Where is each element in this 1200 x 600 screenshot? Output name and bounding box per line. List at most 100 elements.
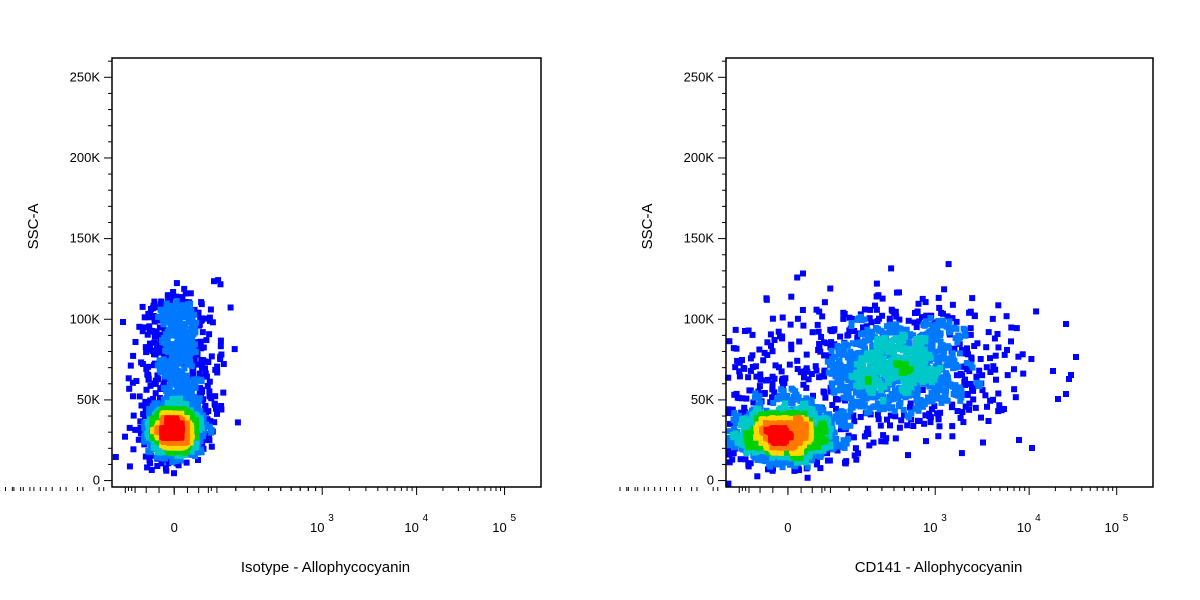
event-dot bbox=[202, 402, 209, 409]
event-dot bbox=[173, 406, 180, 413]
event-dot bbox=[143, 365, 150, 372]
event-dot bbox=[957, 414, 964, 421]
event-dot bbox=[874, 318, 881, 325]
event-dot bbox=[157, 349, 164, 356]
event-dot bbox=[188, 318, 195, 325]
event-dot bbox=[865, 382, 872, 389]
event-dot bbox=[172, 402, 179, 409]
event-dot bbox=[766, 461, 773, 468]
event-dot bbox=[848, 323, 855, 329]
event-dot bbox=[196, 395, 203, 402]
event-dot bbox=[792, 392, 799, 399]
event-dot bbox=[797, 449, 804, 456]
event-dot bbox=[845, 432, 852, 439]
event-dot bbox=[776, 439, 783, 445]
event-dot bbox=[891, 343, 898, 350]
event-dot bbox=[135, 436, 142, 443]
event-dot bbox=[824, 358, 831, 365]
event-dot bbox=[170, 289, 177, 295]
x-tick-label: 10 bbox=[1017, 520, 1031, 535]
event-dot bbox=[168, 292, 175, 299]
event-dot bbox=[877, 348, 883, 355]
event-dot bbox=[138, 402, 145, 409]
event-dot bbox=[931, 385, 938, 392]
event-dot bbox=[173, 310, 180, 317]
event-dot bbox=[201, 358, 208, 365]
event-dot bbox=[862, 356, 869, 363]
event-dot bbox=[171, 470, 177, 477]
event-dot bbox=[168, 363, 175, 370]
event-dot bbox=[826, 411, 833, 418]
event-dot bbox=[921, 420, 928, 427]
event-dot bbox=[150, 432, 157, 438]
event-dot bbox=[156, 410, 163, 417]
event-dot bbox=[851, 418, 858, 425]
event-dot bbox=[845, 377, 852, 383]
event-dot bbox=[738, 439, 745, 446]
event-dot bbox=[805, 376, 812, 383]
event-dot bbox=[794, 357, 801, 364]
event-dot bbox=[176, 403, 183, 409]
event-dot bbox=[144, 331, 151, 338]
event-dot bbox=[182, 377, 189, 384]
event-dot bbox=[891, 408, 898, 415]
event-dot bbox=[812, 439, 819, 446]
event-dot bbox=[872, 302, 878, 309]
event-dot bbox=[901, 362, 907, 369]
event-dot bbox=[769, 348, 776, 355]
event-dot bbox=[800, 270, 806, 277]
event-dot bbox=[895, 369, 902, 376]
event-dot bbox=[197, 415, 204, 422]
event-dot bbox=[769, 454, 776, 461]
event-dot bbox=[172, 322, 179, 328]
event-dot bbox=[180, 320, 187, 327]
event-dot bbox=[130, 352, 137, 359]
event-dot bbox=[814, 415, 821, 422]
event-dot bbox=[782, 416, 789, 423]
event-dot bbox=[807, 426, 814, 433]
event-dot bbox=[990, 396, 996, 403]
event-dot bbox=[960, 419, 967, 426]
event-dot bbox=[924, 377, 931, 384]
event-dot bbox=[841, 444, 848, 451]
event-dot bbox=[734, 394, 741, 401]
event-dot bbox=[169, 303, 176, 309]
event-dot bbox=[821, 299, 828, 306]
event-dot bbox=[794, 396, 801, 403]
event-dot bbox=[922, 355, 929, 362]
event-dot bbox=[796, 338, 803, 345]
event-dot bbox=[983, 364, 990, 371]
event-dot bbox=[779, 406, 786, 413]
event-dot bbox=[929, 323, 936, 329]
event-dot bbox=[769, 415, 776, 422]
event-dot bbox=[870, 404, 877, 411]
event-dot bbox=[868, 382, 875, 389]
event-dot bbox=[164, 336, 171, 343]
event-dot bbox=[888, 322, 894, 329]
event-dot bbox=[165, 406, 172, 413]
event-dot bbox=[806, 451, 813, 458]
event-dot bbox=[949, 350, 956, 357]
event-dot bbox=[905, 452, 911, 459]
event-dot bbox=[198, 315, 205, 322]
event-dot bbox=[792, 463, 799, 470]
event-dot bbox=[765, 455, 772, 462]
event-dot bbox=[130, 412, 137, 419]
event-dot bbox=[829, 383, 836, 389]
event-dot bbox=[778, 386, 785, 393]
event-dot bbox=[922, 299, 929, 306]
event-dot bbox=[191, 323, 198, 330]
event-dot bbox=[160, 356, 167, 363]
event-dot bbox=[968, 361, 975, 368]
event-dot bbox=[940, 317, 947, 324]
event-dot bbox=[813, 461, 820, 468]
event-dot bbox=[725, 445, 732, 452]
x-tick-label: 10 bbox=[404, 520, 418, 535]
event-dot bbox=[885, 379, 892, 386]
event-dot bbox=[155, 361, 162, 368]
event-dot bbox=[173, 411, 180, 418]
event-dot bbox=[211, 419, 218, 426]
event-dot bbox=[896, 392, 903, 399]
event-dot bbox=[188, 307, 195, 314]
